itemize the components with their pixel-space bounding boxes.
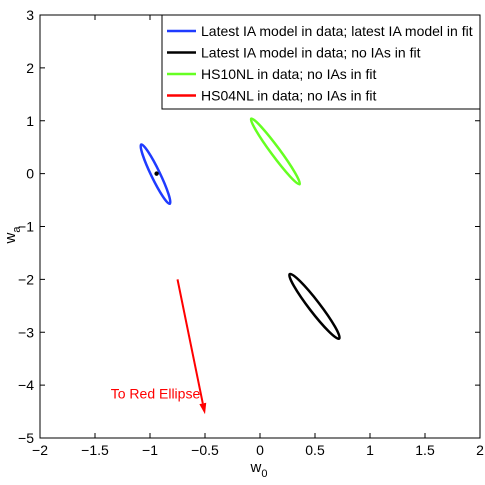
series-ellipse-0 [139, 143, 172, 206]
y-tick-label: −5 [18, 430, 34, 446]
x-tick-label: 1.5 [415, 442, 435, 458]
y-tick-label: 3 [26, 7, 34, 23]
x-axis-label-main: w [250, 459, 262, 476]
legend-label-2: HS10NL in data; no IAs in fit [201, 66, 376, 82]
legend: Latest IA model in data; latest IA model… [161, 14, 481, 110]
y-tick-label: −3 [18, 324, 34, 340]
x-tick-label: 1 [366, 442, 374, 458]
axis-ticks: −2 −1.5 −1 −0.5 0 0.5 1 1.5 2 −5 −4 −3 −2 −1 0 1 2 3 [18, 7, 484, 458]
x-axis-label: w0 [250, 459, 268, 480]
x-axis-label-sub: 0 [261, 468, 267, 480]
x-tick-label: −2 [32, 442, 48, 458]
y-axis-label-sub: a [11, 226, 23, 233]
legend-label-1: Latest IA model in data; no IAs in fit [201, 45, 421, 61]
y-tick-label: −2 [18, 271, 34, 287]
annotation-to-red-ellipse: To Red Ellipse [111, 385, 201, 401]
y-tick-label: −4 [18, 377, 34, 393]
legend-label-3: HS04NL in data; no IAs in fit [201, 88, 376, 104]
x-tick-label: −0.5 [191, 442, 219, 458]
plot-marks [139, 117, 341, 415]
arrow-line-0 [176, 279, 204, 404]
x-tick-label: 0 [256, 442, 264, 458]
x-tick-label: 2 [476, 442, 484, 458]
x-tick-label: −1 [142, 442, 158, 458]
y-tick-label: 2 [26, 60, 34, 76]
x-tick-label: 0.5 [305, 442, 325, 458]
series-ellipse-1 [288, 272, 341, 341]
y-axis-label: wa [2, 226, 23, 245]
y-axis-label-main: w [2, 232, 19, 244]
center-point-0 [154, 171, 159, 176]
legend-box [161, 14, 481, 110]
x-tick-label: −1.5 [81, 442, 109, 458]
y-tick-label: 1 [26, 113, 34, 129]
legend-label-0: Latest IA model in data; latest IA model… [201, 23, 473, 39]
series-ellipse-2 [249, 117, 302, 186]
y-tick-label: 0 [26, 166, 34, 182]
arrow-head-0 [199, 402, 207, 415]
y-tick-label: −1 [18, 219, 34, 235]
